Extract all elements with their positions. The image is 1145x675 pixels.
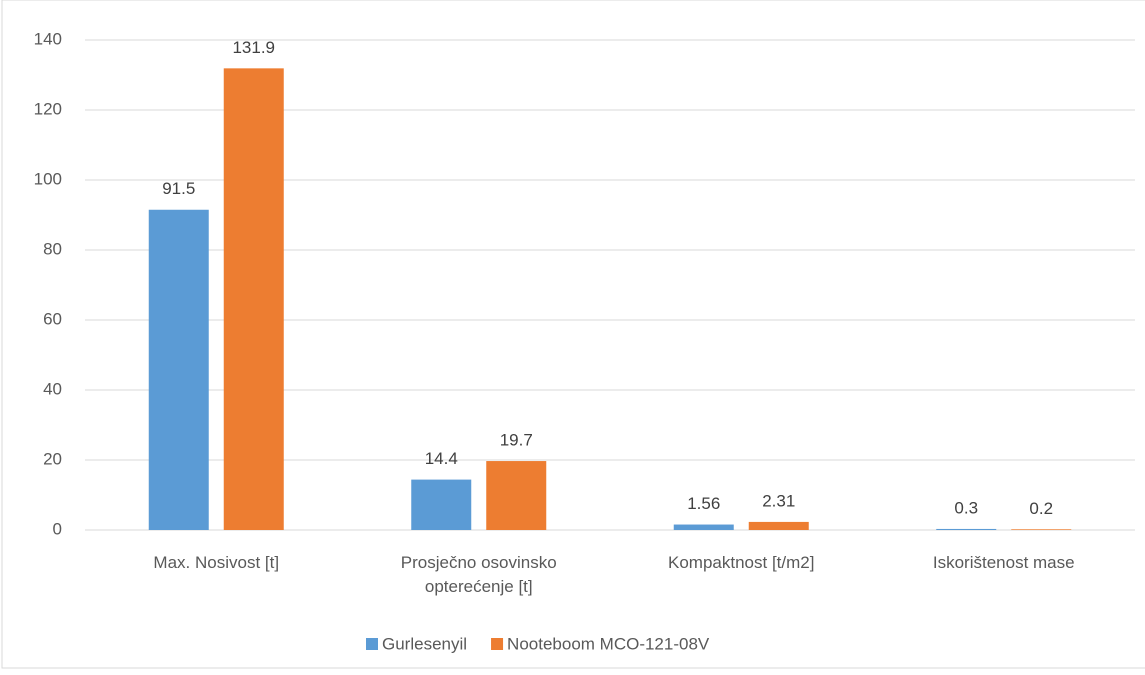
legend-label: Gurlesenyil: [382, 634, 467, 653]
data-label: 0.2: [1029, 499, 1053, 518]
y-tick-label: 80: [43, 239, 62, 258]
bar: [673, 524, 734, 530]
bar: [148, 209, 209, 530]
data-label: 19.7: [500, 431, 533, 450]
y-tick-label: 140: [34, 29, 62, 48]
data-label: 2.31: [762, 491, 795, 510]
x-tick-label: Prosječno osovinsko opterećenje [t]: [400, 553, 557, 596]
x-tick-label: Kompaktnost [t/m2]: [668, 553, 815, 572]
bar: [936, 528, 997, 530]
bar: [486, 461, 547, 530]
data-label: 0.3: [954, 498, 978, 517]
y-tick-label: 120: [34, 99, 62, 118]
y-tick-label: 40: [43, 379, 62, 398]
y-tick-label: 0: [53, 519, 62, 538]
bar: [411, 479, 472, 530]
bar: [1011, 529, 1072, 530]
legend-swatch: [366, 638, 378, 650]
data-label: 14.4: [425, 449, 458, 468]
legend-label: Nooteboom MCO-121-08V: [507, 634, 710, 653]
bar: [223, 68, 284, 530]
y-tick-label: 100: [34, 169, 62, 188]
data-label: 131.9: [232, 38, 275, 57]
data-label: 91.5: [162, 179, 195, 198]
x-tick-label: Max. Nosivost [t]: [153, 553, 280, 572]
y-tick-label: 60: [43, 309, 62, 328]
data-label: 1.56: [687, 494, 720, 513]
y-tick-label: 20: [43, 449, 62, 468]
x-tick-label: Iskorištenost mase: [932, 553, 1075, 572]
bar: [748, 521, 809, 530]
legend-swatch: [491, 638, 504, 650]
